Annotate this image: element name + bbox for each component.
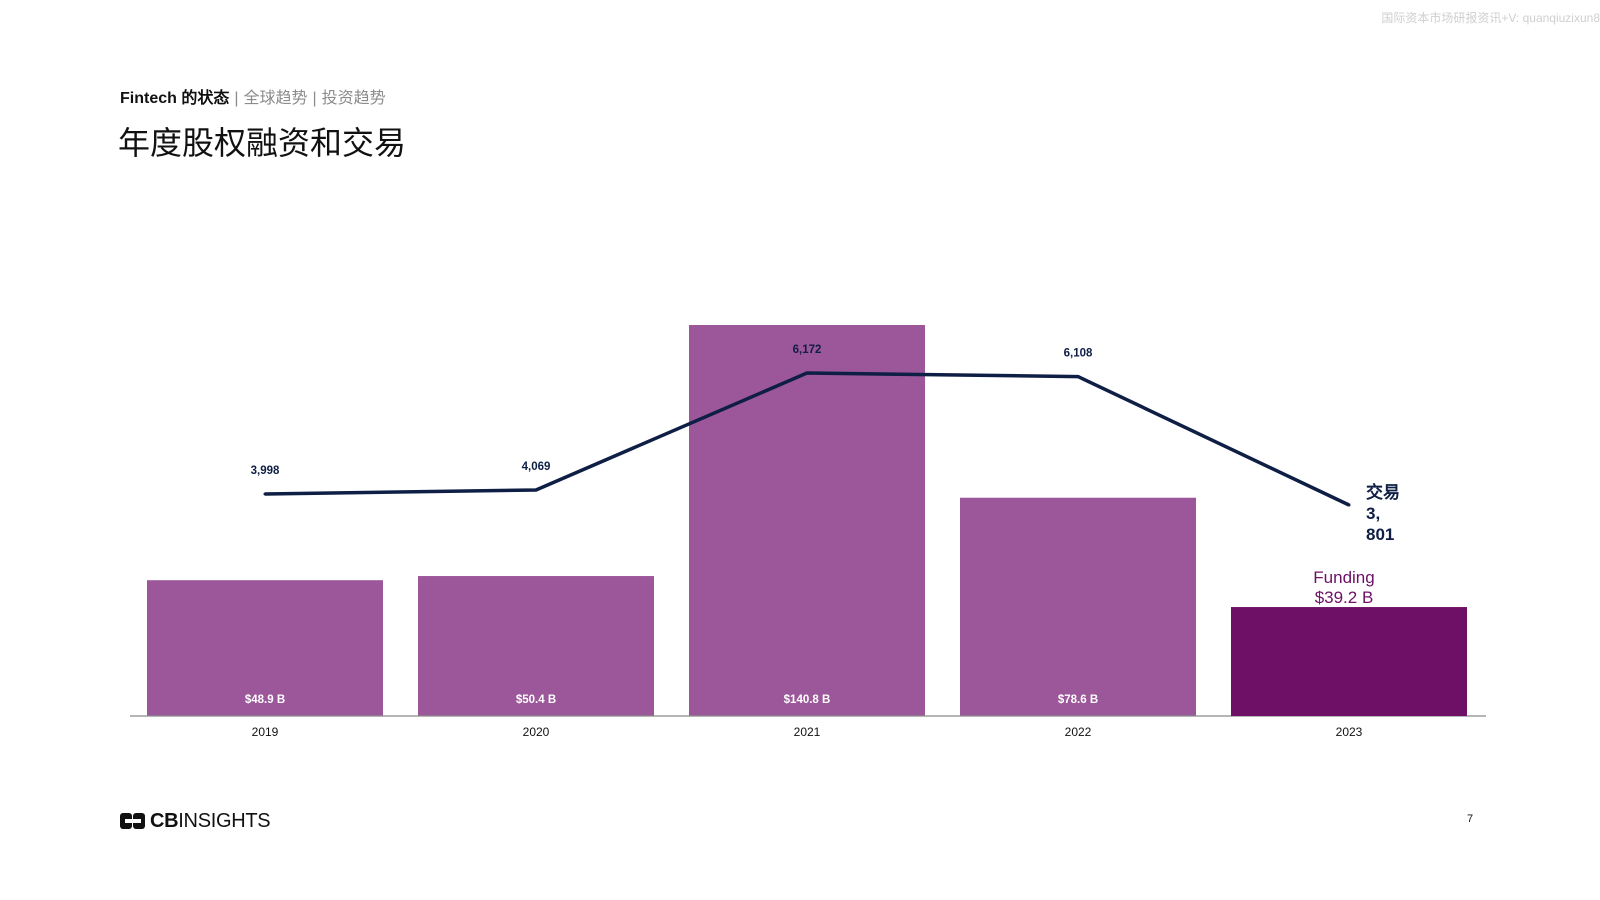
deals-annotation: 交易 [1366, 482, 1400, 502]
category-label: 2023 [1336, 725, 1363, 739]
cb-insights-logo-icon [120, 813, 145, 829]
logo-insights: INSIGHTS [178, 809, 271, 832]
funding-bar [418, 576, 654, 716]
deals-point [1076, 375, 1080, 379]
funding-bar-label: $78.6 B [1058, 694, 1098, 706]
breadcrumb-separator: | [312, 90, 317, 107]
breadcrumb-separator: | [234, 90, 239, 107]
breadcrumb-item-investment-trends: 投资趋势 [321, 90, 386, 107]
funding-bar-label: $50.4 B [516, 694, 556, 706]
funding-bar-label: $140.8 B [784, 694, 831, 706]
deals-annotation: 801 [1366, 525, 1394, 544]
funding-bar-label: $48.9 B [245, 694, 285, 706]
funding-bar-2023-front [1231, 607, 1467, 716]
breadcrumb-main: Fintech 的状态 [120, 90, 230, 107]
labels-layer: $48.9 B $50.4 B $140.8 B $78.6 B 2019 2020 202… [245, 344, 1467, 739]
deals-value-label: 6,172 [793, 344, 822, 356]
breadcrumb-item-global-trends: 全球趋势 [243, 90, 308, 107]
category-label: 2019 [252, 725, 279, 739]
deals-point [805, 371, 809, 375]
funding-bar [689, 325, 925, 716]
watermark-text: 国际资本市场研报资讯+V: quanqiuzixun8 [1381, 11, 1600, 25]
logo-wordmark: CBINSIGHTS [150, 809, 271, 833]
funding-bar [147, 580, 383, 716]
deals-point [263, 492, 267, 496]
funding-annotation: Funding [1313, 568, 1374, 587]
funding-annotation: $39.2 B [1315, 588, 1374, 607]
deals-line-layer [263, 371, 1351, 507]
funding-bar [960, 497, 1196, 716]
deals-point [1347, 503, 1351, 507]
deals-annotation: 3, [1366, 504, 1380, 523]
deals-value-label: 4,069 [522, 461, 551, 473]
logo-cb: CB [150, 809, 179, 832]
page-number: 7 [1467, 813, 1474, 825]
category-label: 2020 [523, 725, 550, 739]
cb-insights-logo: CBINSIGHTS [120, 809, 271, 833]
page-title: 年度股权融资和交易 [118, 124, 407, 162]
deals-value-label: 3,998 [251, 465, 280, 477]
deals-value-label: 6,108 [1064, 348, 1093, 360]
deals-point [534, 488, 538, 492]
category-label: 2021 [794, 725, 821, 739]
category-label: 2022 [1065, 725, 1092, 739]
breadcrumb: Fintech 的状态 | 全球趋势 | 投资趋势 [120, 84, 386, 108]
